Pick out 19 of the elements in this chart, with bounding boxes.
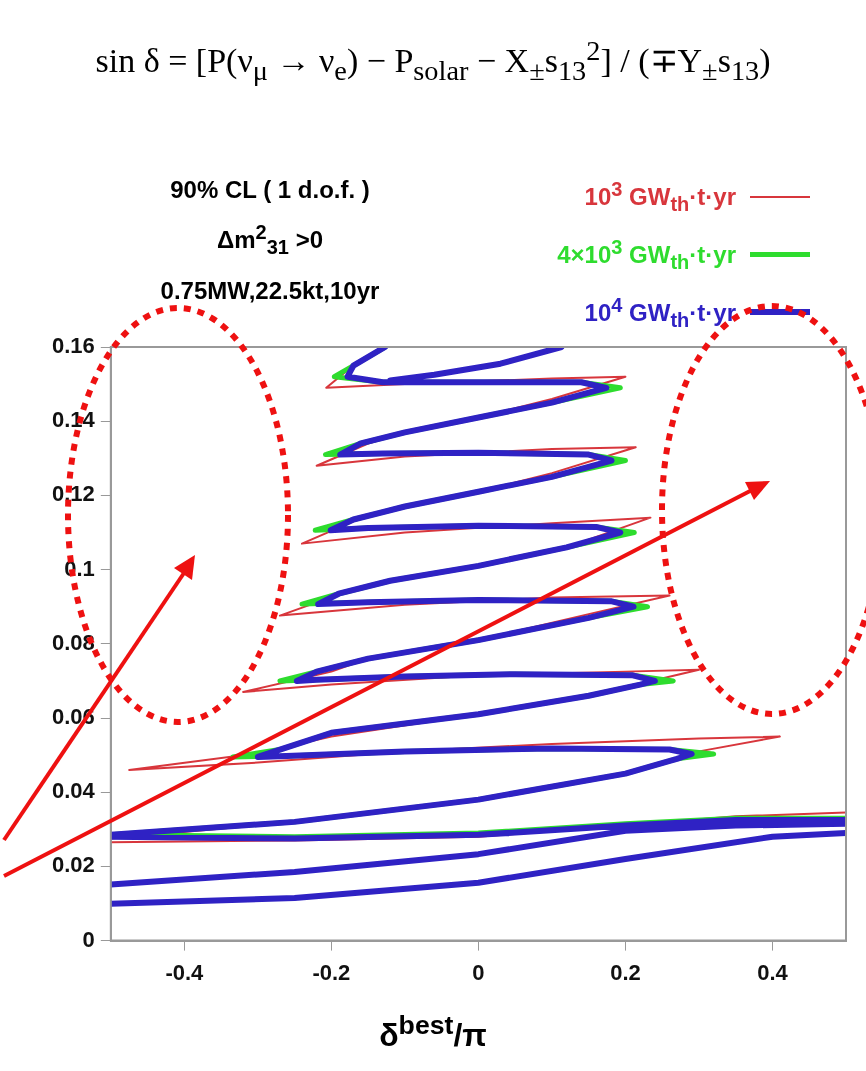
y-tick-label: 0.02 <box>51 852 95 878</box>
x-tick-label: 0.4 <box>757 959 789 985</box>
y-tick-label: 0.16 <box>51 333 95 359</box>
legend-label: 4×10$^{3}$ GW$_{th}$·t·yr <box>557 234 736 275</box>
legend-label: 10$^{4}$ GW$_{th}$·t·yr <box>584 292 736 333</box>
x-tick-label: -0.2 <box>312 959 351 985</box>
x-tick-label: 0 <box>472 959 485 985</box>
y-tick-label: 0 <box>82 926 95 952</box>
text: 0.75MW,22.5kt,10yr <box>159 275 381 306</box>
x-tick-label: -0.4 <box>165 959 205 985</box>
y-tick-label: 0.12 <box>51 481 95 507</box>
text: Δm$^{2}$$_{31}$ >0 <box>216 220 324 260</box>
y-tick-label: 0.04 <box>51 778 96 804</box>
legend-label: 10$^{3}$ GW$_{th}$·t·yr <box>584 177 736 217</box>
y-tick-label: 0.14 <box>51 407 96 433</box>
text: 90% CL ( 1 d.o.f. ) <box>169 175 371 205</box>
x-axis-title: δ$^{best}$/π <box>378 1010 488 1054</box>
chart-title: sin δ = [P(ν$_{μ}$ → ν$_{e}$) − P$_{solar}$ − X$_{±}$s$_{13}$$^{2}$] / (∓Y$_{±}$s$_{13}$) <box>95 35 771 87</box>
x-tick-label: 0.2 <box>610 959 641 985</box>
